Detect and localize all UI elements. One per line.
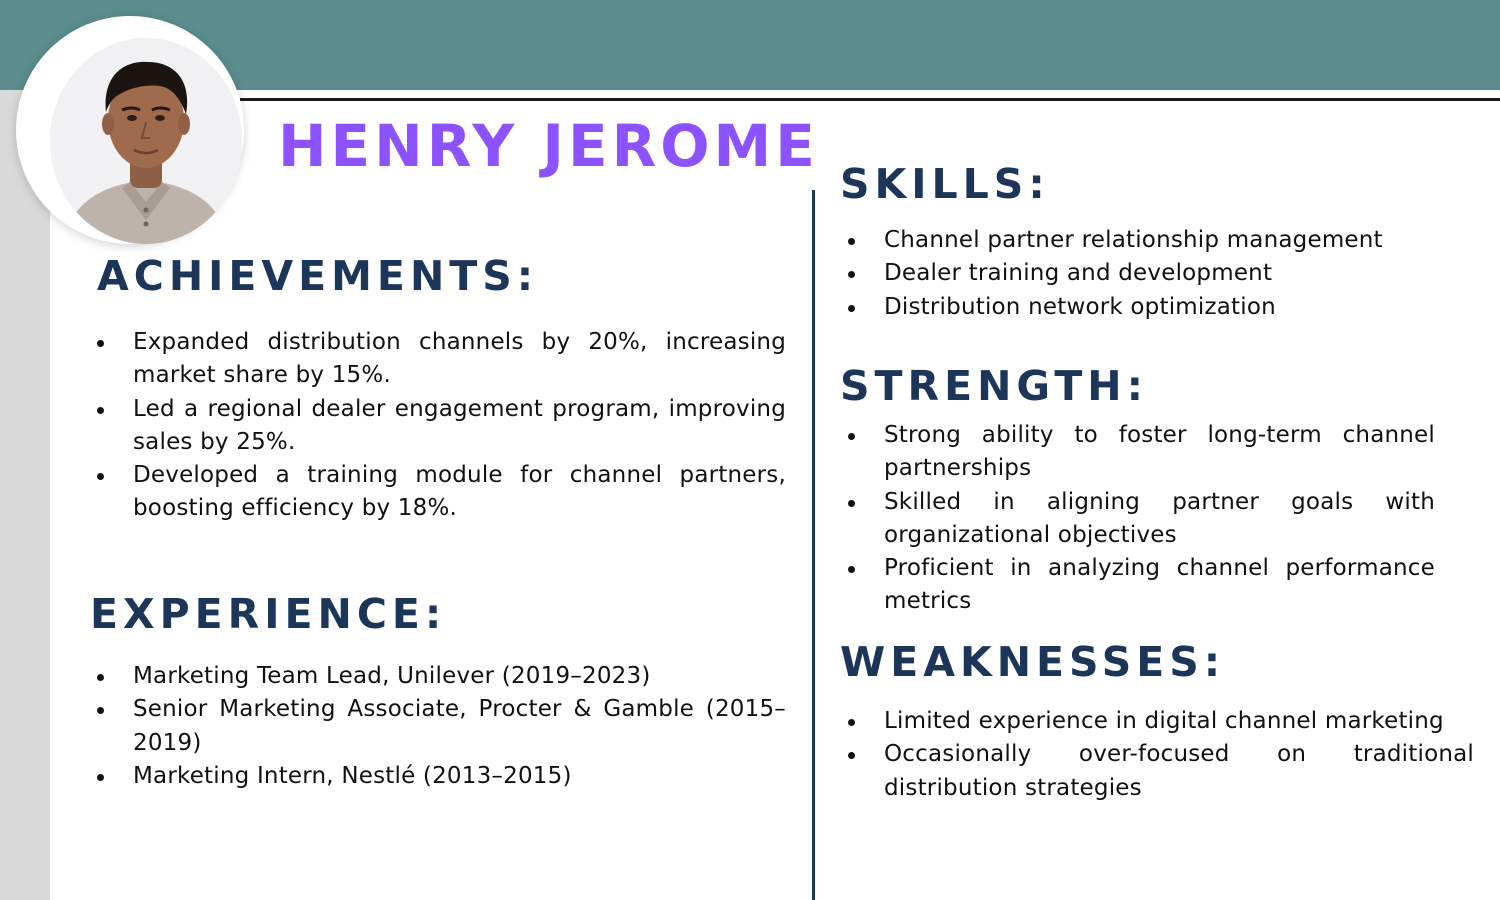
header-rule — [240, 98, 1500, 101]
achievement-item: Expanded distribution channels by 20%, i… — [92, 326, 786, 393]
achievement-item: Led a regional dealer engagement program… — [92, 393, 786, 460]
weaknesses-heading: WEAKNESSES: — [840, 638, 1226, 686]
skill-item: Distribution network optimization — [843, 291, 1463, 324]
achievements-heading: ACHIEVEMENTS: — [97, 252, 539, 300]
experience-heading: EXPERIENCE: — [90, 590, 447, 638]
left-side-bar — [0, 90, 50, 900]
skills-heading: SKILLS: — [840, 160, 1050, 208]
strength-list: Strong ability to foster long-term chann… — [843, 419, 1435, 619]
skill-item: Channel partner relationship management — [843, 224, 1463, 257]
experience-item: Marketing Team Lead, Unilever (2019–2023… — [92, 660, 786, 693]
candidate-name: HENRY JEROME — [278, 112, 819, 180]
strength-heading: STRENGTH: — [840, 362, 1148, 410]
weaknesses-list: Limited experience in digital channel ma… — [843, 705, 1474, 805]
strength-item: Proficient in analyzing channel performa… — [843, 552, 1435, 619]
strength-item: Skilled in aligning partner goals with o… — [843, 486, 1435, 553]
weakness-item: Limited experience in digital channel ma… — [843, 705, 1474, 738]
experience-item: Marketing Intern, Nestlé (2013–2015) — [92, 760, 786, 793]
skills-list: Channel partner relationship management … — [843, 224, 1463, 324]
weakness-item: Occasionally over-focused on traditional… — [843, 738, 1474, 805]
profile-photo-frame — [16, 16, 244, 244]
header-band — [0, 0, 1500, 90]
skill-item: Dealer training and development — [843, 257, 1463, 290]
experience-item: Senior Marketing Associate, Procter & Ga… — [92, 693, 786, 760]
column-divider — [812, 190, 815, 900]
achievement-item: Developed a training module for channel … — [92, 459, 786, 526]
achievements-list: Expanded distribution channels by 20%, i… — [92, 326, 786, 526]
strength-item: Strong ability to foster long-term chann… — [843, 419, 1435, 486]
experience-list: Marketing Team Lead, Unilever (2019–2023… — [92, 660, 786, 793]
profile-photo — [50, 38, 242, 244]
